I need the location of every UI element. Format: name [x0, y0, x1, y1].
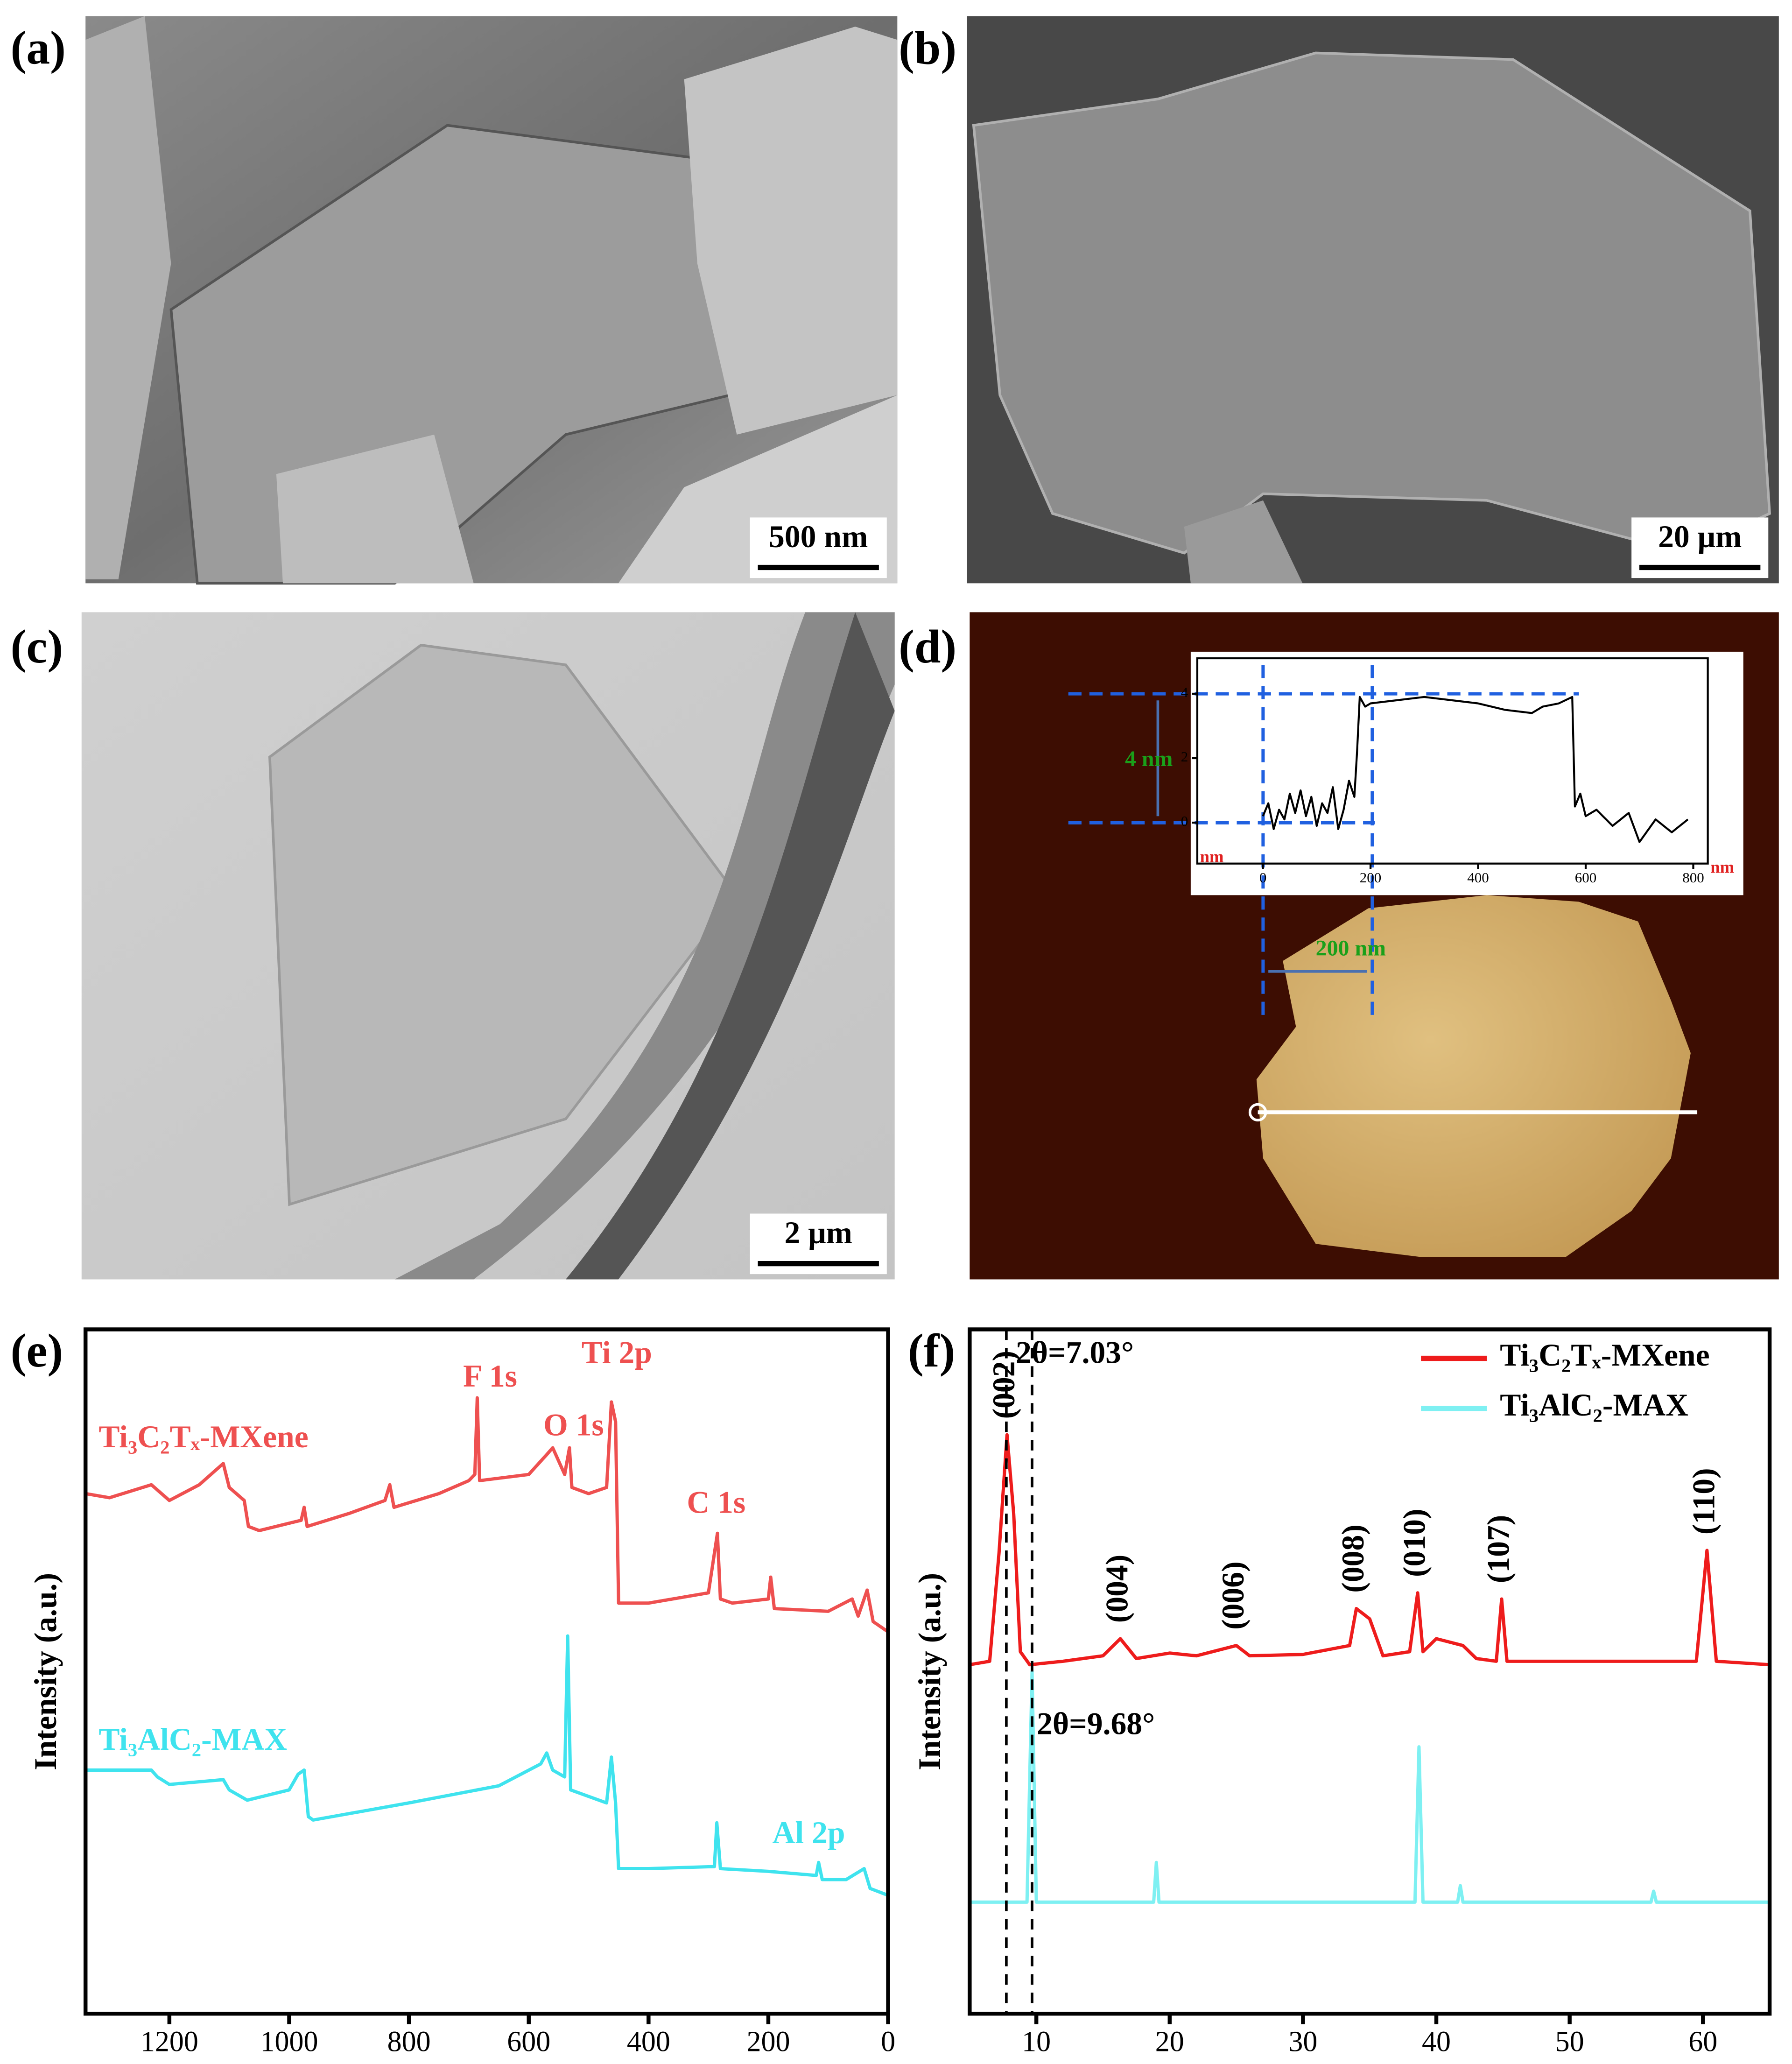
x-tick-label: 1200 — [141, 2026, 198, 2057]
y-axis-label: Intensity (a.u.) — [28, 1573, 63, 1770]
panel-label: (e) — [11, 1324, 63, 1377]
peak-label: (004) — [1100, 1555, 1135, 1623]
x-tick-label: 600 — [1575, 869, 1597, 886]
panel-label: (f) — [908, 1324, 955, 1377]
legend-label: Ti₃AlC₂-MAX — [1500, 1388, 1688, 1423]
peak-annotation: Ti 2p — [582, 1335, 652, 1370]
peak-label: (006) — [1216, 1561, 1251, 1629]
x-tick-label: 400 — [1467, 869, 1489, 886]
y-axis-label: nm — [1200, 847, 1224, 866]
x-tick-label: 600 — [507, 2026, 550, 2057]
peak-label: (010) — [1397, 1508, 1432, 1577]
peak-annotation: C 1s — [687, 1485, 745, 1520]
data-line — [970, 1670, 1770, 1904]
panel-label: (d) — [899, 620, 956, 673]
x-tick-label: 50 — [1555, 2026, 1584, 2057]
panel-label: (b) — [899, 22, 956, 74]
x-tick-label: 800 — [1682, 869, 1704, 886]
sem-image-b — [967, 16, 1779, 584]
x-tick-label: 200 — [746, 2026, 790, 2057]
afm-annotation: 200 nm — [1316, 936, 1386, 961]
afm-image-d — [970, 612, 1779, 1280]
peak-annotation: Al 2p — [773, 1815, 845, 1850]
x-tick-label: 400 — [627, 2026, 670, 2057]
scale-bar-label: 500 nm — [769, 519, 868, 554]
data-line — [1262, 696, 1689, 843]
panel-label: (c) — [11, 620, 63, 673]
tem-image-c — [81, 612, 895, 1280]
series-label: Ti₃C₂Tₓ-MXene — [98, 1419, 308, 1454]
plot-frame — [83, 1327, 890, 2016]
x-tick-label: 60 — [1688, 2026, 1717, 2057]
peak-label: (110) — [1686, 1468, 1721, 1535]
peak-label: (107) — [1481, 1515, 1516, 1583]
peak-label: (008) — [1335, 1524, 1370, 1592]
x-axis-label: Binding energy (eV) — [351, 2061, 623, 2064]
x-tick-label: 200 — [1360, 869, 1382, 886]
reference-label: 2θ=7.03° — [1016, 1335, 1134, 1370]
plot-frame — [1196, 657, 1709, 865]
afm-guides — [1068, 665, 1579, 1016]
data-line — [85, 1396, 889, 1634]
series-label: Ti₃AlC₂-MAX — [98, 1722, 287, 1757]
x-tick-label: 1000 — [260, 2026, 318, 2057]
x-tick-label: 40 — [1422, 2026, 1451, 2057]
data-line — [969, 1433, 1770, 1667]
peak-annotation: F 1s — [463, 1359, 517, 1394]
scale-bar-label: 20 μm — [1658, 519, 1742, 554]
x-tick-label: 0 — [1259, 869, 1267, 886]
peak-annotation: O 1s — [543, 1407, 604, 1442]
chart: 1200 1000 800 600 400 200 0 Binding energy (eV)… — [28, 1327, 895, 2064]
reference-label: 2θ=9.68° — [1037, 1706, 1155, 1741]
afm-annotation: 4 nm — [1125, 747, 1173, 771]
scale-bar-label: 2 μm — [785, 1215, 852, 1250]
legend-label: Ti₃C₂Tₓ-MXene — [1500, 1338, 1709, 1373]
x-tick-label: 800 — [387, 2026, 431, 2057]
y-tick-label: 4 — [1181, 684, 1188, 700]
x-tick-label: 20 — [1155, 2026, 1184, 2057]
x-tick-label: 10 — [1022, 2026, 1051, 2057]
data-line — [85, 1634, 889, 1897]
plot-frame — [968, 1327, 1772, 2016]
chart: 0 200 400 600 800 0 2 4 nm nm — [1181, 657, 1734, 886]
afm-arrows — [1156, 700, 1367, 973]
chart: 10 20 30 40 50 60 2θ (degree) Intensity (a.u.) 2… — [912, 1327, 1772, 2064]
x-tick-label: 30 — [1288, 2026, 1317, 2057]
y-tick-label: 2 — [1181, 748, 1188, 765]
peak-label: (002) — [986, 1351, 1021, 1419]
x-tick-label: 0 — [881, 2026, 895, 2057]
y-axis-label: Intensity (a.u.) — [912, 1573, 947, 1770]
y-tick-label: 0 — [1181, 813, 1188, 829]
x-axis-label: 2θ (degree) — [1295, 2061, 1445, 2064]
x-axis-label: nm — [1710, 857, 1734, 876]
sem-image-a — [85, 16, 898, 585]
panel-label: (a) — [11, 22, 66, 74]
